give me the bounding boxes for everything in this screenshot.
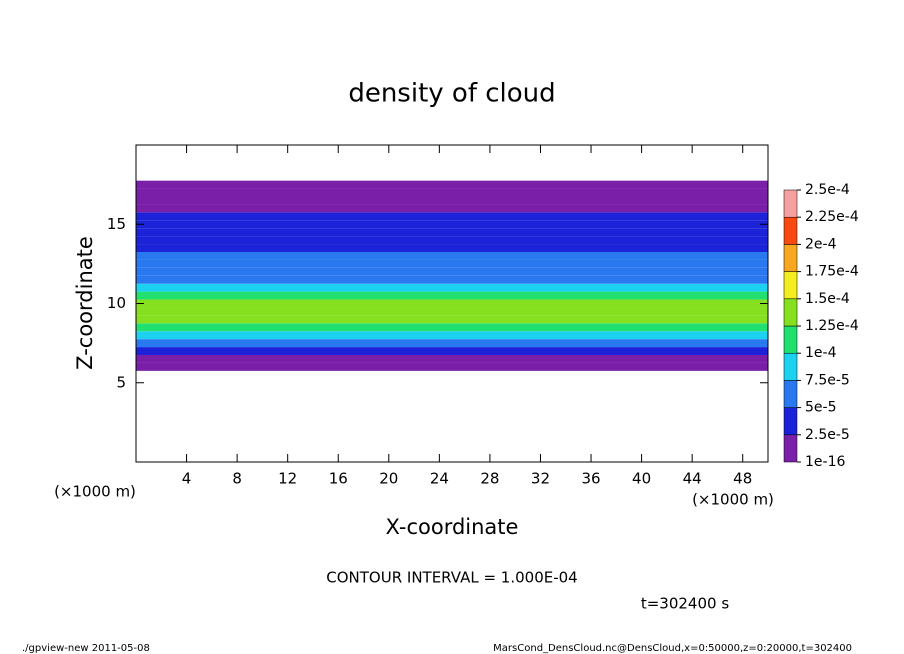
colorbar-label: 2.25e-4 [805, 209, 859, 225]
density-band [136, 283, 768, 292]
colorbar-label: 1.5e-4 [805, 291, 850, 307]
colorbar-swatch [783, 244, 798, 272]
chart-title: density of cloud [348, 79, 555, 109]
x-tick-label: 40 [632, 470, 651, 488]
time-label: t=302400 s [641, 595, 729, 613]
density-band [136, 212, 768, 221]
colorbar-label: 1.75e-4 [805, 264, 859, 280]
x-tick-label: 36 [581, 470, 600, 488]
x-tick-label: 4 [182, 470, 192, 488]
colorbar-label: 2.5e-4 [805, 182, 850, 198]
density-band [136, 291, 768, 300]
colorbar-swatch [783, 216, 798, 245]
colorbar-label: 2.5e-5 [805, 427, 850, 443]
colorbar-swatch [783, 380, 798, 408]
colorbar-label: 1e-16 [805, 454, 845, 470]
colorbar-swatch [783, 325, 798, 354]
x-tick-label: 16 [329, 470, 348, 488]
x-units: (×1000 m) [692, 491, 774, 509]
x-tick-label: 8 [232, 470, 242, 488]
density-band [136, 275, 768, 284]
density-band [136, 220, 768, 229]
x-tick-label: 32 [531, 470, 550, 488]
colorbar-label: 1.25e-4 [805, 318, 859, 334]
y-tick-label: 10 [107, 294, 126, 312]
colorbar-swatch [783, 298, 798, 327]
colorbar-label: 7.5e-5 [805, 372, 850, 388]
density-band [136, 244, 768, 252]
colorbar-label: 2e-4 [805, 236, 837, 252]
density-band [136, 259, 768, 268]
colorbar-swatch [783, 434, 798, 463]
x-tick-label: 28 [480, 470, 499, 488]
colorbar-label: 1e-4 [805, 345, 837, 361]
colorbar-swatch [783, 271, 798, 300]
x-tick-label: 44 [683, 470, 702, 488]
density-band [136, 323, 768, 332]
density-band [136, 347, 768, 356]
density-band [136, 339, 768, 348]
density-band [136, 331, 768, 340]
x-tick-label: 20 [379, 470, 398, 488]
density-band [136, 299, 768, 308]
density-band [136, 267, 768, 276]
y-tick-label: 5 [116, 373, 126, 391]
density-band [136, 188, 768, 197]
colorbar-swatch [783, 189, 798, 218]
density-band [136, 315, 768, 324]
y-axis-title: Z-coordinate [73, 236, 97, 370]
x-axis-title: X-coordinate [386, 515, 519, 539]
density-band [136, 196, 768, 205]
colorbar-label: 5e-5 [805, 400, 836, 416]
density-band [136, 204, 768, 213]
density-band [136, 180, 768, 189]
y-units: (×1000 m) [54, 483, 136, 501]
density-band [136, 307, 768, 316]
x-tick-label: 24 [430, 470, 449, 488]
colorbar-swatch [783, 352, 798, 381]
x-tick-label: 48 [733, 470, 752, 488]
footer-right: MarsCond_DensCloud.nc@DensCloud,x=0:5000… [493, 643, 852, 654]
density-band [136, 228, 768, 237]
density-band [136, 362, 768, 371]
density-band [136, 251, 768, 260]
contour-note: CONTOUR INTERVAL = 1.000E-04 [326, 569, 577, 587]
density-band [136, 236, 768, 245]
footer-left: ./gpview-new 2011-05-08 [22, 643, 150, 654]
colorbar-swatch [783, 407, 798, 436]
y-tick-label: 15 [107, 215, 126, 233]
density-band [136, 355, 768, 363]
x-tick-label: 12 [278, 470, 297, 488]
